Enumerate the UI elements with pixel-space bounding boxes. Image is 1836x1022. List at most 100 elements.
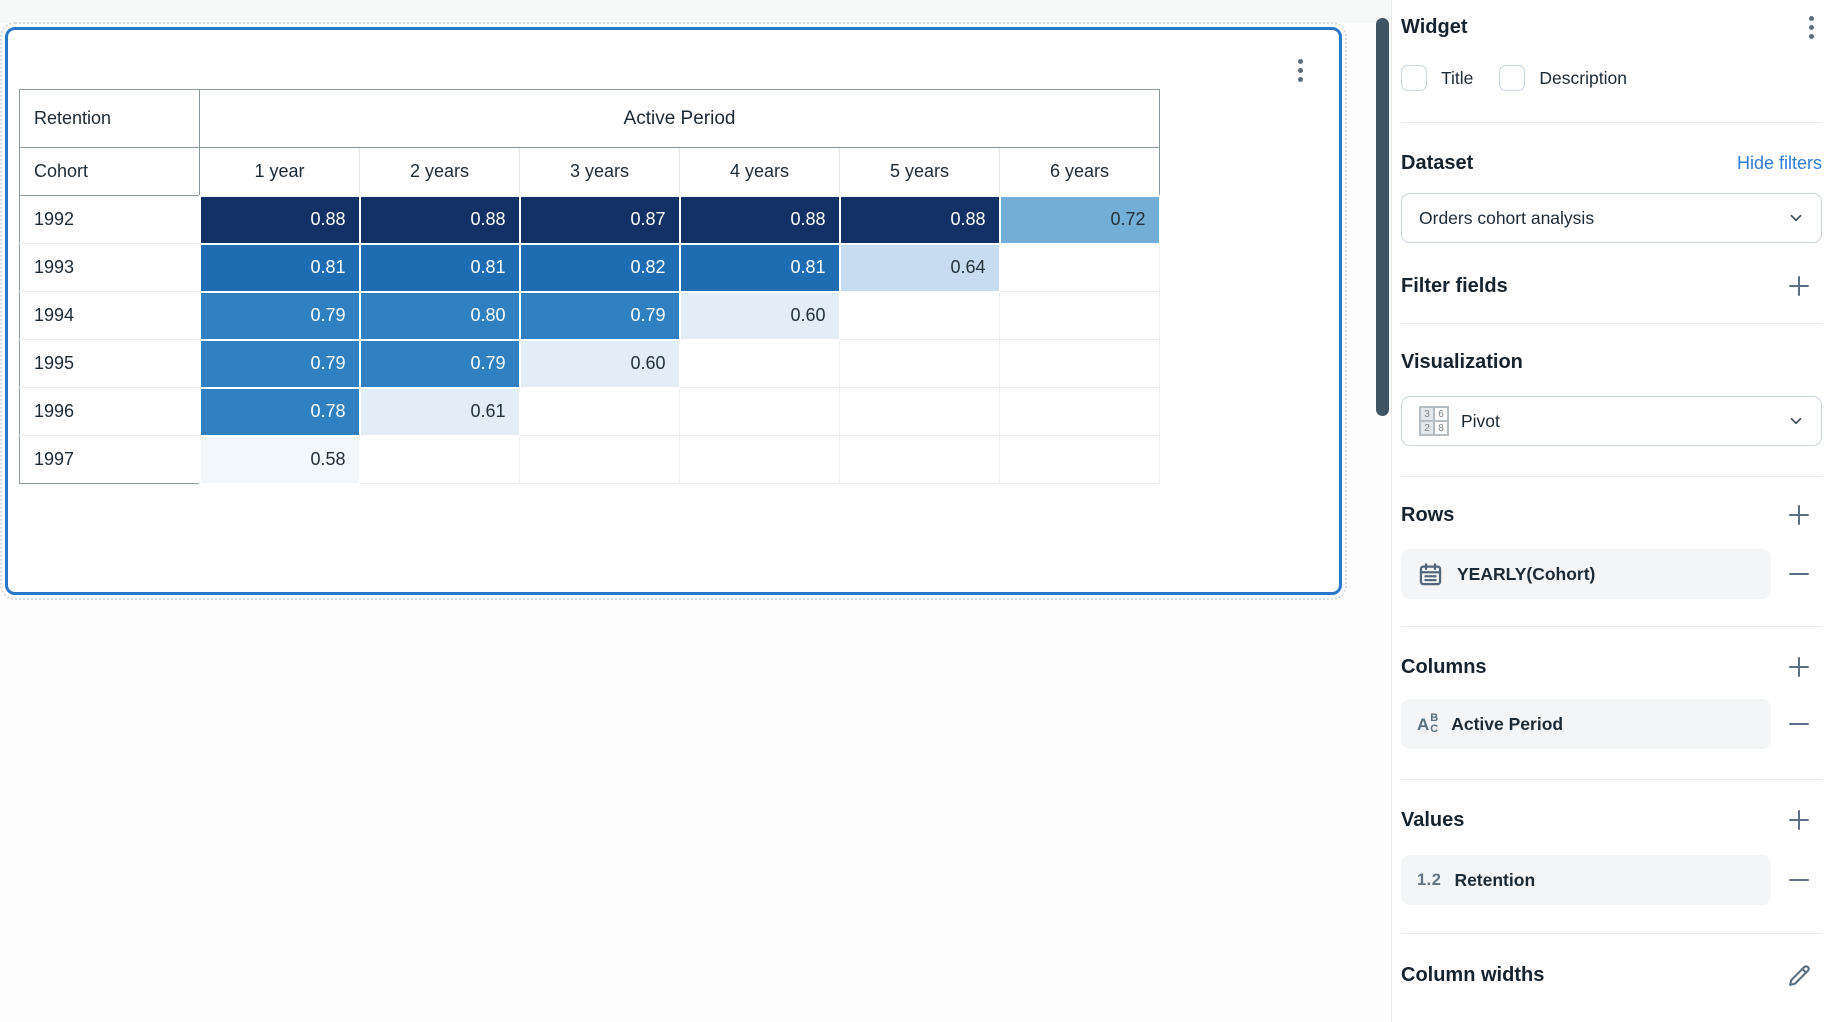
checkbox-icon bbox=[1401, 65, 1427, 91]
visualization-section-title: Visualization bbox=[1401, 350, 1523, 373]
pivot-cell: 0.78 bbox=[198, 386, 361, 437]
pivot-cell: 0.82 bbox=[518, 242, 681, 293]
pivot-row: 1994 0.79 0.80 0.79 0.60 bbox=[19, 290, 1160, 341]
remove-value-field-button[interactable] bbox=[1776, 860, 1822, 900]
sidebar-menu-button[interactable] bbox=[1800, 13, 1822, 41]
pivot-table: Retention Active Period Cohort 1 year 2 year… bbox=[19, 89, 1161, 485]
title-checkbox[interactable]: Title bbox=[1401, 65, 1473, 91]
pivot-column-header: 2 years bbox=[359, 147, 520, 196]
plus-icon bbox=[1789, 657, 1809, 677]
pivot-row-header: Cohort bbox=[19, 147, 200, 196]
rows-section-title: Rows bbox=[1401, 503, 1455, 526]
pivot-cell: 0.88 bbox=[358, 194, 521, 245]
pivot-cell bbox=[839, 435, 1000, 484]
pivot-cell: 0.64 bbox=[838, 242, 1001, 293]
description-checkbox-label: Description bbox=[1539, 67, 1627, 88]
divider bbox=[1401, 122, 1822, 123]
pivot-cell: 0.58 bbox=[198, 434, 361, 485]
columns-field-label: Active Period bbox=[1451, 713, 1564, 734]
dashboard-canvas: Retention Active Period Cohort 1 year 2 year… bbox=[0, 0, 1391, 600]
hide-filters-link[interactable]: Hide filters bbox=[1736, 152, 1822, 173]
pivot-row: 1995 0.79 0.79 0.60 bbox=[19, 338, 1160, 389]
values-section-title: Values bbox=[1401, 808, 1465, 831]
pivot-cell: 0.72 bbox=[998, 194, 1161, 245]
add-value-field-button[interactable] bbox=[1776, 800, 1822, 840]
pivot-cell: 0.79 bbox=[198, 290, 361, 341]
edit-column-widths-button[interactable] bbox=[1776, 955, 1822, 995]
calendar-icon bbox=[1417, 561, 1444, 588]
pivot-row-label: 1992 bbox=[19, 195, 200, 244]
pivot-cell: 0.80 bbox=[358, 290, 521, 341]
pivot-row-label: 1994 bbox=[19, 291, 200, 340]
pivot-cell bbox=[999, 339, 1160, 388]
canvas-top-strip bbox=[0, 0, 1391, 23]
pivot-cell bbox=[519, 435, 680, 484]
pivot-widget-card[interactable]: Retention Active Period Cohort 1 year 2 year… bbox=[0, 22, 1347, 600]
values-field-label: Retention bbox=[1454, 869, 1536, 890]
pivot-corner-label: Retention bbox=[19, 89, 200, 148]
widget-card-menu-button[interactable] bbox=[1289, 56, 1311, 84]
pivot-cell bbox=[679, 339, 840, 388]
pivot-cell bbox=[999, 435, 1160, 484]
column-widths-section-title: Column widths bbox=[1401, 963, 1545, 986]
divider bbox=[1401, 476, 1822, 477]
chevron-down-icon bbox=[1790, 417, 1802, 425]
dataset-select[interactable]: Orders cohort analysis bbox=[1401, 193, 1822, 243]
pivot-cell: 0.87 bbox=[518, 194, 681, 245]
remove-row-field-button[interactable] bbox=[1776, 554, 1822, 594]
pivot-cell: 0.81 bbox=[198, 242, 361, 293]
pivot-cell bbox=[519, 387, 680, 436]
pivot-row-label: 1997 bbox=[19, 435, 200, 484]
chevron-down-icon bbox=[1790, 214, 1802, 222]
columns-section-title: Columns bbox=[1401, 655, 1487, 678]
pivot-cell: 0.81 bbox=[358, 242, 521, 293]
pivot-column-header: 4 years bbox=[679, 147, 840, 196]
pivot-cell: 0.79 bbox=[198, 338, 361, 389]
pivot-row: 1996 0.78 0.61 bbox=[19, 386, 1160, 437]
minus-icon bbox=[1789, 723, 1809, 725]
pivot-column-header: 5 years bbox=[839, 147, 1000, 196]
title-checkbox-label: Title bbox=[1441, 67, 1474, 88]
pivot-cell bbox=[839, 387, 1000, 436]
pivot-row: 1992 0.88 0.88 0.87 0.88 0.88 0.72 bbox=[19, 194, 1161, 245]
widget-toggles: Title Description bbox=[1401, 64, 1822, 92]
divider bbox=[1401, 933, 1822, 934]
pivot-row-label: 1996 bbox=[19, 387, 200, 436]
pivot-cell: 0.61 bbox=[358, 386, 521, 437]
pivot-row: 1997 0.58 bbox=[19, 434, 1160, 485]
pivot-column-group-label: Active Period bbox=[199, 89, 1160, 148]
pivot-cell: 0.79 bbox=[518, 290, 681, 341]
pivot-cell: 0.88 bbox=[838, 194, 1001, 245]
pivot-row: 1993 0.81 0.81 0.82 0.81 0.64 bbox=[19, 242, 1160, 293]
rows-field-label: YEARLY(Cohort) bbox=[1457, 563, 1596, 584]
vertical-scrollbar[interactable] bbox=[1376, 18, 1389, 416]
minus-icon bbox=[1789, 573, 1809, 575]
pivot-cell bbox=[359, 435, 520, 484]
sidebar-title: Widget bbox=[1401, 15, 1468, 38]
add-row-field-button[interactable] bbox=[1776, 495, 1822, 535]
values-field-chip[interactable]: 1.2 Retention bbox=[1401, 855, 1771, 905]
description-checkbox[interactable]: Description bbox=[1499, 65, 1627, 91]
add-column-field-button[interactable] bbox=[1776, 647, 1822, 687]
pivot-cell: 0.79 bbox=[358, 338, 521, 389]
dataset-section-title: Dataset bbox=[1401, 151, 1474, 174]
divider bbox=[1401, 626, 1822, 627]
pivot-row-label: 1995 bbox=[19, 339, 200, 388]
pivot-column-header: 1 year bbox=[199, 147, 360, 196]
visualization-select-value: Pivot bbox=[1461, 410, 1500, 431]
divider bbox=[1401, 779, 1822, 780]
remove-column-field-button[interactable] bbox=[1776, 704, 1822, 744]
pivot-column-header: 3 years bbox=[519, 147, 680, 196]
pencil-icon bbox=[1788, 964, 1810, 986]
widget-settings-sidebar: Widget Title Description Dataset Hide fi… bbox=[1391, 0, 1836, 1022]
rows-field-chip[interactable]: YEARLY(Cohort) bbox=[1401, 549, 1771, 599]
add-filter-field-button[interactable] bbox=[1776, 266, 1822, 306]
pivot-cell bbox=[839, 339, 1000, 388]
plus-icon bbox=[1789, 810, 1809, 830]
pivot-cell bbox=[999, 243, 1160, 292]
pivot-cell: 0.60 bbox=[678, 290, 841, 341]
checkbox-icon bbox=[1499, 65, 1526, 91]
